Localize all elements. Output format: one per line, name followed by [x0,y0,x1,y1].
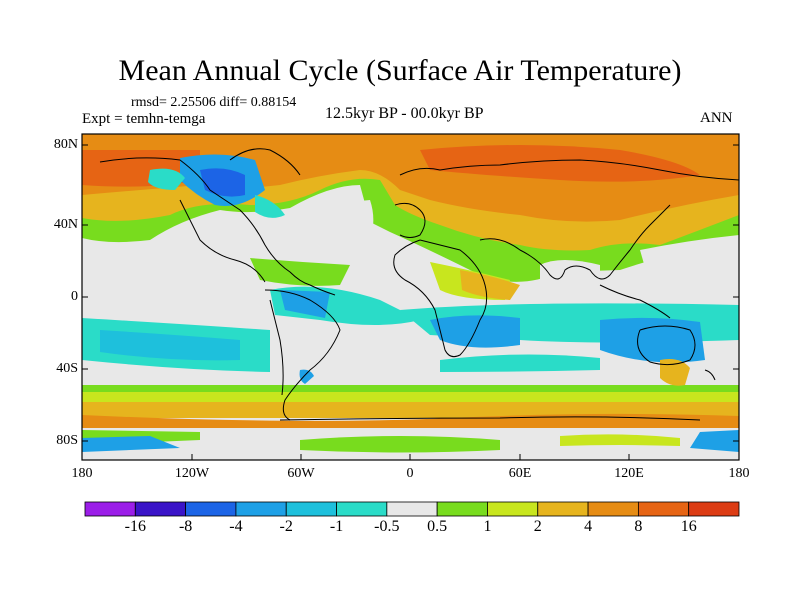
season-label: ANN [700,110,733,126]
colorbar-label: 8 [634,518,643,535]
axis-ticks [81,144,740,460]
colorbar-swatch [436,501,488,517]
experiment-label: Expt = temhn-temga [82,111,206,127]
y-label-80n: 80N [53,137,78,152]
period-label: 12.5kyr BP - 00.0kyr BP [325,105,484,122]
colorbar-label: 16 [680,518,697,535]
colorbar-swatch [285,501,337,517]
colorbar-swatch [134,501,187,517]
colorbar-label: -1 [329,518,344,535]
colorbar-swatch [235,501,287,517]
x-label-0: 0 [406,466,414,481]
coastlines [99,148,739,421]
colorbar-label: -4 [229,518,243,535]
colorbar-swatch [84,501,136,517]
colorbar-label: 0.5 [427,518,448,535]
y-label-0: 0 [71,289,78,304]
y-label-40s: 40S [56,361,78,376]
x-label-180-left: 180 [71,466,93,481]
y-label-80s: 80S [56,433,78,448]
colorbar-label: 4 [584,518,593,535]
temperature-difference-field [82,134,739,460]
x-label-60w: 60W [287,466,315,481]
rmsd-diff-text: rmsd= 2.25506 diff= 0.88154 [131,95,297,110]
colorbar-label: -16 [124,518,146,535]
y-label-40n: 40N [53,217,78,232]
colorbar-swatch [537,501,589,517]
colorbar-label: 2 [533,518,542,535]
colorbar-swatch [487,501,539,517]
colorbar-label: -0.5 [374,518,400,535]
colorbar [84,501,740,517]
x-label-120e: 120E [614,466,644,481]
colorbar-label: -2 [279,518,293,535]
colorbar-label: 1 [483,518,492,535]
colorbar-label: -8 [178,518,193,535]
figure-title: Mean Annual Cycle (Surface Air Temperatu… [118,54,682,87]
colorbar-swatch [688,501,740,517]
colorbar-swatch [336,501,388,517]
colorbar-swatch [587,501,639,517]
x-label-180-right: 180 [728,466,750,481]
colorbar-swatch [637,501,690,517]
x-label-120w: 120W [174,466,210,481]
colorbar-swatch [386,501,438,517]
colorbar-swatch [185,501,237,517]
x-label-60e: 60E [508,466,532,481]
